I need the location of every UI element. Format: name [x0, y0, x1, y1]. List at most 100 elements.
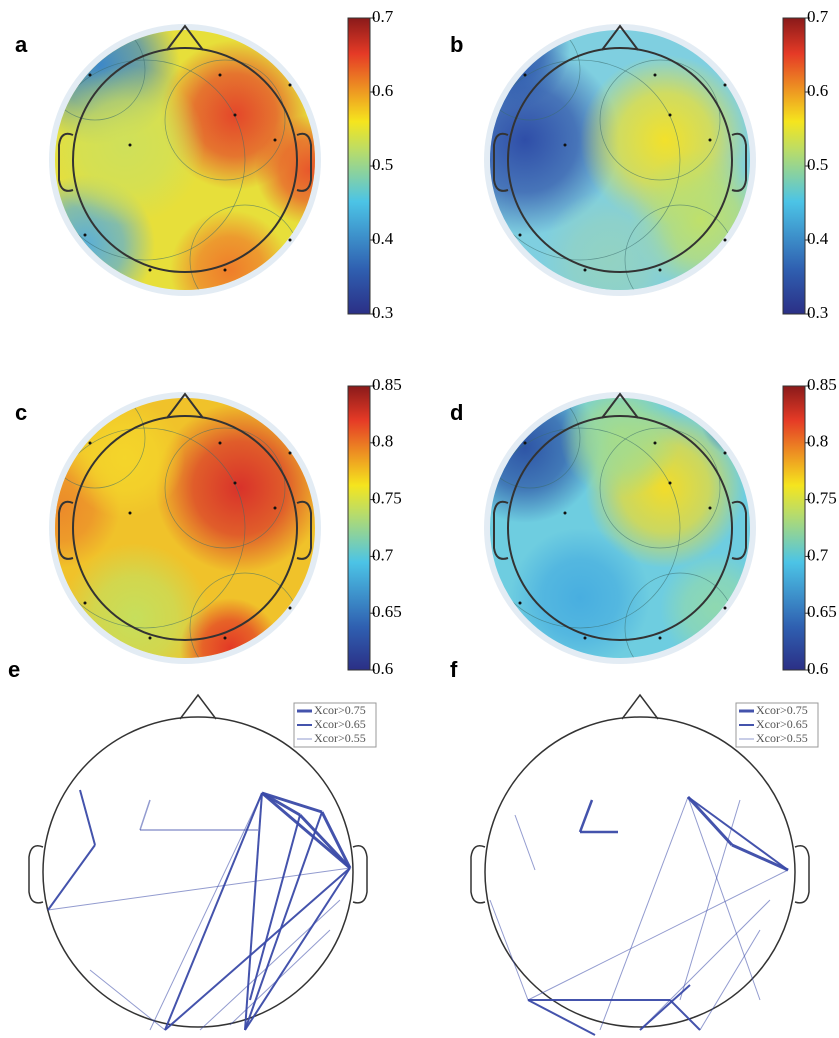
map-blob — [490, 45, 620, 235]
connection — [669, 999, 701, 1031]
colorbar-tick-label: 0.6 — [807, 81, 828, 100]
colorbar-tick-label: 0.7 — [372, 7, 394, 26]
ear — [731, 132, 747, 192]
connection — [527, 869, 789, 1001]
electrode — [668, 113, 672, 117]
legend-entry: Xcor>0.75 — [756, 703, 808, 717]
ear — [296, 132, 312, 192]
electrode — [523, 441, 527, 445]
map-blob — [55, 65, 205, 225]
electrode — [233, 481, 237, 485]
colorbar-tick-label: 0.65 — [372, 602, 402, 621]
electrode — [518, 601, 522, 605]
colorbar-tick-label: 0.8 — [372, 432, 393, 451]
connection — [599, 796, 689, 1031]
topo-panel: 0.7 0.6 0.5 0.4 0.3 b — [450, 7, 829, 322]
ear — [352, 845, 368, 904]
map-blob — [510, 528, 650, 658]
colorbar-tick-label: 0.3 — [372, 303, 393, 322]
contour — [490, 30, 581, 121]
topo-map — [55, 30, 315, 290]
connection — [79, 789, 96, 846]
contour — [599, 59, 721, 181]
legend-entry: Xcor>0.65 — [314, 717, 366, 731]
electrode — [88, 73, 92, 77]
panel-label: d — [450, 400, 463, 425]
connection — [261, 791, 301, 817]
map-blob — [60, 543, 210, 658]
contour — [599, 427, 721, 549]
contour — [55, 30, 146, 121]
connection — [686, 795, 734, 847]
nose — [179, 693, 217, 720]
connection — [527, 999, 596, 1036]
connection — [639, 899, 771, 1031]
electrode — [218, 73, 222, 77]
legend-entry: Xcor>0.55 — [756, 731, 808, 745]
electrode — [708, 138, 712, 142]
contour — [490, 59, 681, 261]
electrode — [88, 441, 92, 445]
electrode — [128, 143, 132, 147]
topo-map — [490, 398, 750, 658]
connection — [244, 792, 263, 1031]
colorbar-tick-label: 0.85 — [807, 375, 837, 394]
colorbar-tick-label: 0.4 — [807, 229, 829, 248]
electrode — [148, 268, 152, 272]
colorbar-tick-label: 0.3 — [807, 303, 828, 322]
map-blob — [540, 190, 680, 290]
ear — [493, 132, 509, 192]
colorbar-tick-label: 0.75 — [372, 489, 402, 508]
connection — [514, 814, 536, 871]
connection — [298, 813, 352, 870]
topo-map — [55, 398, 315, 658]
colorbar-tick-label: 0.85 — [372, 375, 402, 394]
ear — [794, 845, 810, 904]
connection — [229, 929, 331, 1026]
electrode — [128, 511, 132, 515]
map-blob — [155, 403, 315, 573]
panel-label: b — [450, 32, 463, 57]
connection — [249, 814, 301, 1001]
connection — [687, 796, 789, 871]
electrode — [563, 143, 567, 147]
contour — [164, 59, 286, 181]
head-outline — [507, 47, 733, 273]
legend-entry: Xcor>0.75 — [314, 703, 366, 717]
legend-entry: Xcor>0.65 — [756, 717, 808, 731]
map-blob — [700, 398, 750, 458]
topo-map — [490, 30, 750, 290]
colorbar-tick-label: 0.6 — [372, 81, 393, 100]
ear — [296, 500, 312, 560]
ear — [493, 500, 509, 560]
map-blob — [170, 210, 290, 290]
colorbar-tick-label: 0.6 — [372, 659, 393, 678]
connection — [679, 799, 741, 1001]
contour — [490, 427, 681, 629]
connection — [731, 843, 789, 872]
electrode — [223, 268, 227, 272]
electrode — [583, 268, 587, 272]
electrode — [653, 441, 657, 445]
colorbar-tick-label: 0.75 — [807, 489, 837, 508]
colorbar-tick-label: 0.7 — [372, 545, 394, 564]
electrode — [233, 113, 237, 117]
panel-label: c — [15, 400, 27, 425]
legend-entry: Xcor>0.55 — [314, 731, 366, 745]
head-outline — [72, 47, 298, 273]
ear — [470, 845, 486, 904]
colorbar-tick-label: 0.7 — [807, 7, 829, 26]
colorbar-tick-label: 0.5 — [807, 155, 828, 174]
connection — [687, 796, 761, 1001]
electrode — [653, 73, 657, 77]
nose — [166, 24, 204, 51]
connection — [164, 792, 263, 1031]
nose — [601, 24, 639, 51]
contour — [55, 59, 246, 261]
connection — [47, 844, 96, 911]
electrode — [288, 606, 292, 610]
electrode — [288, 83, 292, 87]
electrode — [273, 506, 277, 510]
electrode — [288, 451, 292, 455]
